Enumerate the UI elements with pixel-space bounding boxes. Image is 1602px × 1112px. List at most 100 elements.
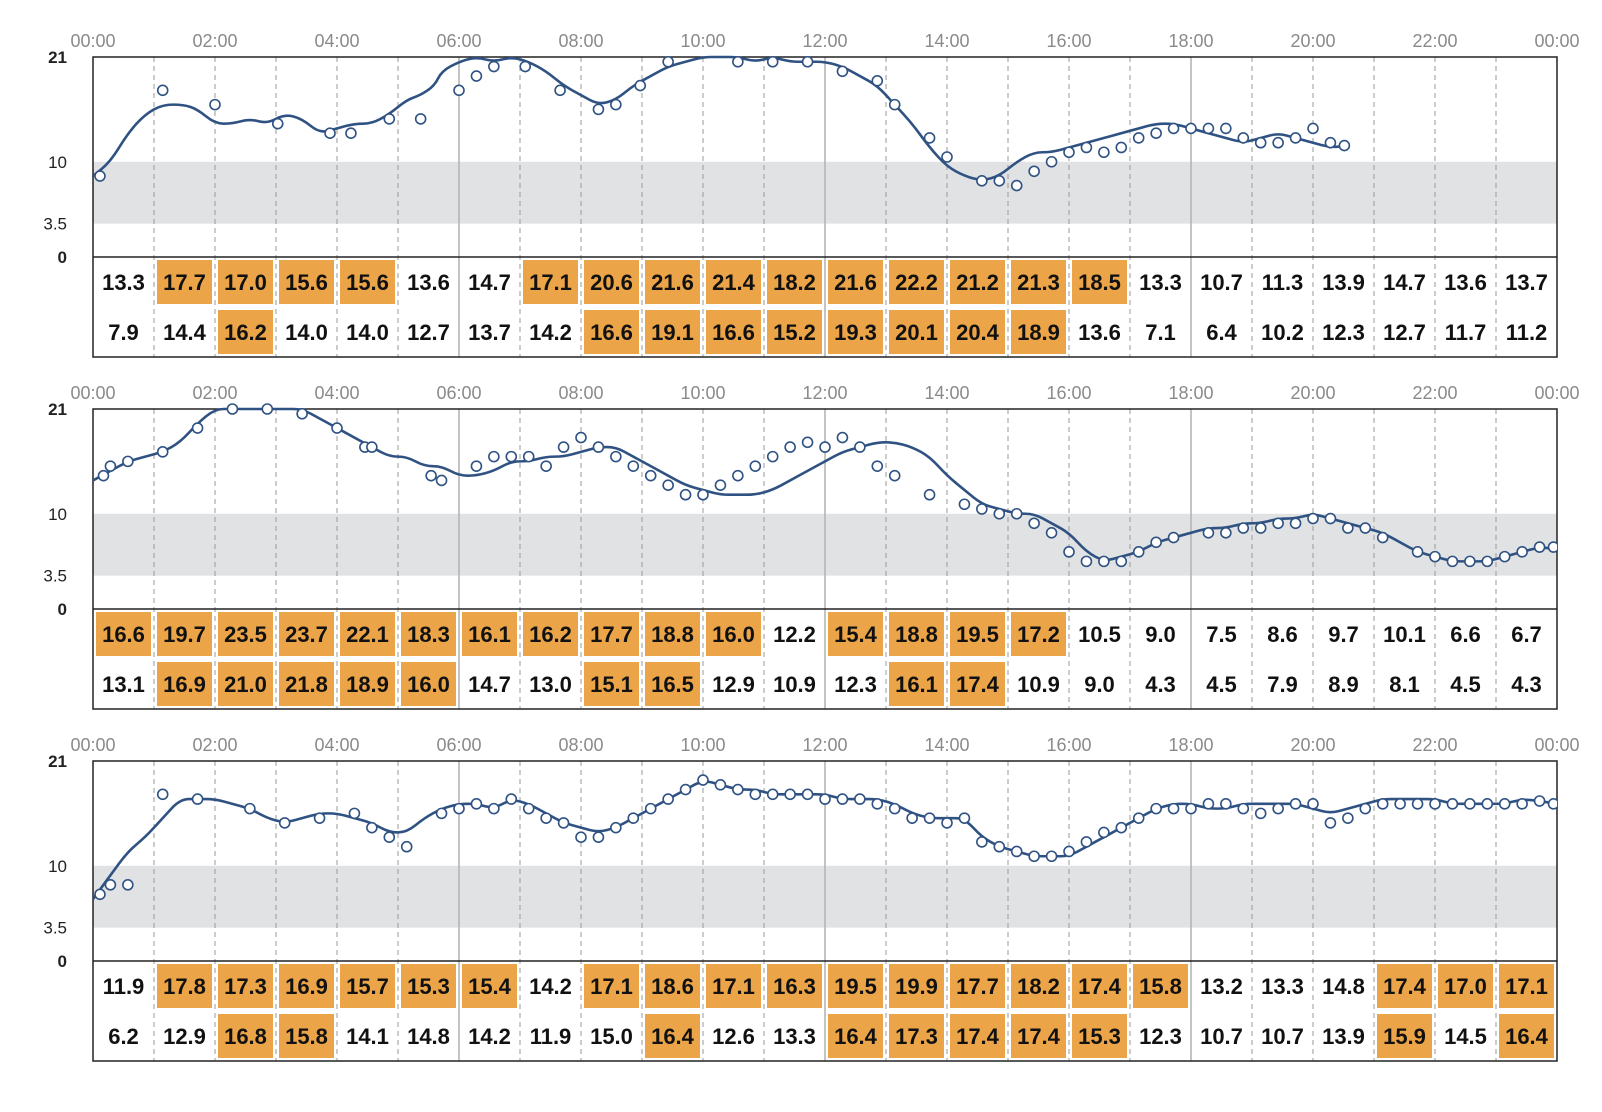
data-point (1359, 522, 1372, 534)
highlight-cell (340, 964, 395, 1008)
highlight-cell (889, 612, 944, 656)
x-tick-label: 00:00 (70, 31, 115, 51)
data-point (749, 460, 762, 472)
table-cell-value: 21.0 (224, 672, 267, 697)
data-point (871, 75, 884, 87)
data-point (383, 831, 396, 843)
highlight-cell (340, 612, 395, 656)
data-point (906, 812, 918, 824)
x-tick-label: 16:00 (1046, 383, 1091, 403)
data-point (209, 98, 221, 111)
y-tick-label: 0 (58, 600, 67, 619)
table-cell-value: 7.9 (1267, 672, 1298, 697)
highlight-cell (950, 1014, 1005, 1058)
data-point (662, 55, 674, 68)
table-cell-value: 4.5 (1450, 672, 1481, 697)
x-tick-label: 20:00 (1290, 31, 1335, 51)
table-cell-value: 11.2 (1506, 320, 1548, 345)
table-cell-value: 16.1 (895, 672, 938, 697)
data-point (505, 793, 518, 805)
table-cell-value: 16.6 (102, 622, 145, 647)
highlight-cell (1072, 964, 1127, 1008)
table-cell-value: 17.0 (224, 270, 267, 295)
data-point (1132, 132, 1145, 144)
table-cell-value: 17.7 (163, 270, 206, 295)
data-point (1185, 122, 1197, 135)
x-tick-label: 20:00 (1290, 383, 1335, 403)
data-point (1376, 798, 1389, 810)
data-point (679, 783, 692, 796)
panel-frame (92, 760, 1558, 1062)
table-cell-value: 14.7 (468, 672, 511, 697)
data-point (923, 812, 936, 824)
data-point (1411, 798, 1424, 810)
table-cell-value: 18.5 (1078, 270, 1121, 295)
table-cell-value: 19.1 (651, 320, 694, 345)
data-point (366, 441, 378, 453)
data-point (1359, 802, 1372, 815)
table-cell-value: 4.3 (1511, 672, 1542, 697)
data-point (244, 802, 256, 815)
data-point (1098, 146, 1110, 159)
table-cell-value: 7.9 (108, 320, 139, 345)
table-cell-value: 17.7 (956, 974, 999, 999)
highlight-cell (279, 662, 334, 706)
data-point (610, 98, 622, 111)
table-cell-value: 14.8 (1322, 974, 1365, 999)
data-point (1010, 845, 1023, 858)
data-point (836, 431, 849, 444)
table-cell-value: 17.8 (163, 974, 206, 999)
data-point (610, 821, 622, 834)
y-tick-label: 21 (48, 400, 67, 419)
highlight-cell (767, 260, 822, 304)
data-point (766, 788, 779, 801)
table-cell-value: 12.3 (834, 672, 877, 697)
data-point (540, 460, 552, 472)
highlight-cell (828, 260, 883, 304)
x-tick-label: 04:00 (314, 31, 359, 51)
table-cell-value: 14.8 (407, 1024, 450, 1049)
table-cell-value: 16.2 (224, 320, 267, 345)
x-tick-label: 12:00 (802, 383, 847, 403)
data-point (1028, 165, 1040, 178)
table-cell-value: 6.2 (108, 1024, 139, 1049)
data-point (871, 798, 884, 810)
data-point (1167, 122, 1180, 135)
data-point (557, 441, 570, 453)
data-point (1167, 802, 1180, 815)
data-point (644, 802, 657, 815)
x-tick-label: 02:00 (192, 383, 237, 403)
table-cell-value: 12.9 (712, 672, 755, 697)
table-cell-value: 18.2 (773, 270, 816, 295)
table-cell-value: 16.0 (712, 622, 755, 647)
table-cell-value: 6.4 (1206, 320, 1237, 345)
highlight-cell (157, 260, 212, 304)
data-point (662, 479, 674, 491)
table-cell-value: 16.0 (407, 672, 450, 697)
highlight-cell (157, 662, 212, 706)
data-point (1080, 141, 1093, 154)
table-cell-value: 15.8 (1139, 974, 1182, 999)
data-point (1237, 522, 1250, 534)
data-point (1028, 517, 1040, 530)
table-cell-value: 6.7 (1511, 622, 1542, 647)
highlight-cell (645, 1014, 700, 1058)
data-point (976, 836, 988, 848)
highlight-cell (1377, 1014, 1432, 1058)
data-point (1115, 821, 1128, 834)
highlight-cell (645, 662, 700, 706)
data-point (1272, 517, 1284, 530)
data-point (958, 498, 971, 511)
data-point (854, 441, 866, 453)
table-cell-value: 14.0 (346, 320, 389, 345)
highlight-cell (401, 964, 456, 1008)
y-tick-label: 0 (58, 248, 67, 267)
data-point (522, 802, 535, 815)
data-point (557, 817, 570, 829)
highlight-cell (584, 662, 639, 706)
x-tick-label: 00:00 (1534, 383, 1579, 403)
table-cell-value: 16.2 (529, 622, 572, 647)
data-point (1307, 122, 1319, 135)
table-cell-value: 21.2 (956, 270, 999, 295)
table-cell-value: 13.9 (1322, 1024, 1365, 1049)
